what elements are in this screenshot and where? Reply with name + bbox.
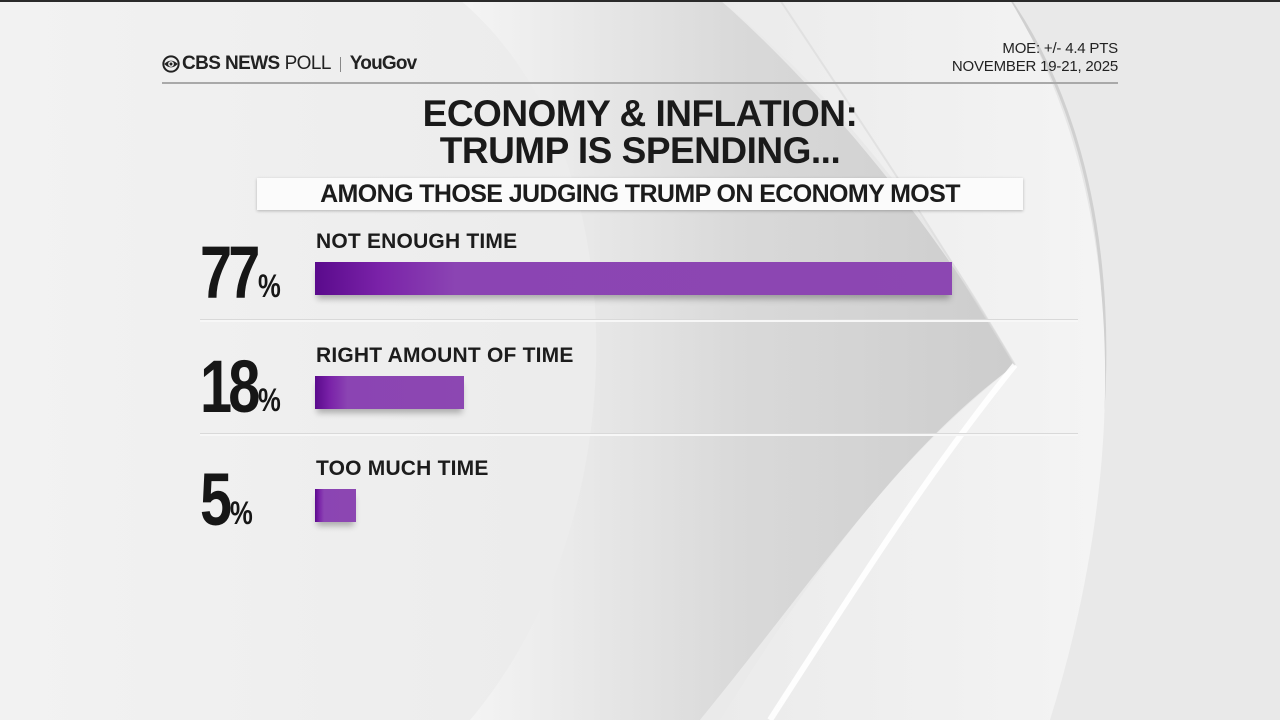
partner-name: YouGov [349, 53, 417, 74]
bar-row: 77% NOT ENOUGH TIME [0, 230, 1280, 340]
subtitle-text: AMONG THOSE JUDGING TRUMP ON ECONOMY MOS… [320, 179, 960, 208]
category-label: TOO MUCH TIME [316, 457, 489, 480]
bar [315, 262, 952, 295]
header-rule [162, 82, 1118, 84]
poll-dates: NOVEMBER 19-21, 2025 [951, 58, 1118, 75]
row-divider [200, 434, 1078, 436]
title-line-2: TRUMP IS SPENDING... [439, 130, 841, 171]
category-label: RIGHT AMOUNT OF TIME [316, 344, 574, 367]
poll-meta: MOE: +/- 4.4 PTS NOVEMBER 19-21, 2025 [952, 40, 1118, 76]
brand-name: CBS NEWS [182, 53, 280, 74]
brand-suffix: POLL [284, 53, 332, 74]
value-label: 18% [200, 342, 281, 428]
chart-title: ECONOMY & INFLATION: TRUMP IS SPENDING..… [0, 95, 1280, 169]
category-label: NOT ENOUGH TIME [316, 230, 518, 253]
cbs-eye-icon [162, 55, 180, 73]
value-number: 18 [200, 345, 260, 428]
row-divider [200, 320, 1078, 322]
title-line-1: ECONOMY & INFLATION: [422, 93, 858, 134]
value-label: 5% [200, 455, 253, 541]
value-number: 5 [200, 458, 232, 541]
chart-subtitle: AMONG THOSE JUDGING TRUMP ON ECONOMY MOS… [257, 178, 1023, 210]
value-number: 77 [200, 231, 260, 314]
bar-row: 5% TOO MUCH TIME [0, 457, 1280, 567]
value-label: 77% [200, 228, 281, 314]
margin-of-error: MOE: +/- 4.4 PTS [1002, 40, 1118, 57]
bar-row: 18% RIGHT AMOUNT OF TIME [0, 344, 1280, 454]
percent-sign: % [258, 268, 281, 304]
logo-separator [339, 56, 341, 72]
percent-sign: % [230, 495, 253, 531]
poll-logo: CBS NEWS POLL YouGov [162, 52, 417, 76]
bar [315, 489, 356, 522]
percent-sign: % [258, 382, 281, 418]
bar [315, 376, 464, 409]
top-border [0, 0, 1280, 2]
